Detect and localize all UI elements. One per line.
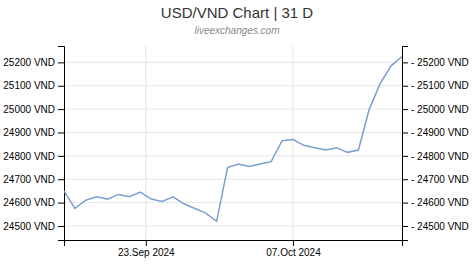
grid-line-y [64, 155, 402, 156]
grid-line-y [64, 179, 402, 180]
y-axis-tick: 24900 VND [3, 127, 64, 138]
x-axis-tick-label: 07.Oct 2024 [266, 247, 321, 258]
y-axis-tick-label: 25000 VND [3, 104, 55, 115]
y2-axis-tick: - 24800 VND [402, 151, 469, 162]
x-axis-tick-label: 23.Sep 2024 [118, 247, 175, 258]
x-axis-tick: 23.Sep 2024 [118, 240, 175, 258]
y2-axis-tick-label: - 24500 VND [411, 221, 469, 232]
x-axis-tick: 07.Oct 2024 [266, 240, 321, 258]
x-axis-tick-line [146, 240, 147, 246]
grid-line-x [145, 46, 146, 240]
y2-axis-tick: - 24600 VND [402, 197, 469, 208]
y2-axis: - 24500 VND - 24600 VND - 24700 VND - 24800… [402, 47, 469, 241]
y2-axis-tick-line [402, 156, 408, 157]
y-axis-tick-line [58, 62, 64, 63]
y2-axis-tick-label: - 25100 VND [411, 80, 469, 91]
grid [64, 46, 402, 240]
y-axis-tick-label: 25200 VND [3, 57, 55, 68]
y-axis-tick-label: 24500 VND [3, 221, 55, 232]
y-axis: 24500 VND 24600 VND 24700 VND 24800 VND 2490… [3, 47, 64, 241]
y-axis-tick-line [58, 156, 64, 157]
y2-axis-tick: - 25100 VND [402, 80, 469, 91]
chart-container: USD/VND Chart | 31 D liveexchanges.com 23.… [0, 0, 474, 266]
subtitle: liveexchanges.com [194, 25, 279, 36]
y-axis-domain [58, 47, 65, 241]
y2-axis-tick-line [402, 226, 408, 227]
y-axis-tick: 24500 VND [3, 221, 64, 232]
y-axis-tick-label: 24600 VND [3, 197, 55, 208]
y2-axis-tick-line [402, 109, 408, 110]
y-axis-tick: 24600 VND [3, 197, 64, 208]
y2-axis-tick-line [402, 86, 408, 87]
y-axis-tick-line [58, 132, 64, 133]
y-axis-tick-label: 24900 VND [3, 127, 55, 138]
y-axis-tick: 25000 VND [3, 104, 64, 115]
chart-svg: USD/VND Chart | 31 D liveexchanges.com 23.… [0, 0, 474, 266]
y-axis-tick-line [58, 109, 64, 110]
grid-line-y [64, 62, 402, 63]
y2-axis-tick-line [402, 203, 408, 204]
grid-line-y [64, 109, 402, 110]
grid-line-y [64, 132, 402, 133]
title: USD/VND Chart | 31 D [161, 4, 313, 21]
y-axis-tick-line [58, 203, 64, 204]
y2-axis-tick-label: - 24900 VND [411, 127, 469, 138]
y2-axis-tick: - 25200 VND [402, 57, 469, 68]
y-axis-tick-line [58, 226, 64, 227]
y2-axis-tick: - 24700 VND [402, 174, 469, 185]
grid-line-y [64, 225, 402, 226]
x-axis-tick-line [293, 240, 294, 246]
marks [64, 57, 402, 222]
y-axis-tick-label: 25100 VND [3, 80, 55, 91]
y-axis-tick-line [58, 179, 64, 180]
x-axis: 23.Sep 2024 07.Oct 2024 [65, 240, 403, 258]
plot: 23.Sep 2024 07.Oct 2024 24500 VND 24600 VND… [3, 46, 469, 258]
y-axis-tick-label: 24700 VND [3, 174, 55, 185]
y2-axis-tick-line [402, 179, 408, 180]
y2-axis-tick-line [402, 62, 408, 63]
y2-axis-tick-label: - 25200 VND [411, 57, 469, 68]
y2-axis-tick: - 24500 VND [402, 221, 469, 232]
grid-line-y [64, 85, 402, 86]
y2-axis-tick-label: - 24800 VND [411, 151, 469, 162]
grid-line-y [64, 202, 402, 203]
grid-line-x [292, 46, 293, 240]
y2-axis-tick-label: - 24600 VND [411, 197, 469, 208]
y2-axis-tick-label: - 25000 VND [411, 104, 469, 115]
y-axis-tick: 24700 VND [3, 174, 64, 185]
y2-axis-tick-line [402, 132, 408, 133]
y2-axis-tick: - 25000 VND [402, 104, 469, 115]
y2-axis-tick: - 24900 VND [402, 127, 469, 138]
y-axis-tick-label: 24800 VND [3, 151, 55, 162]
y2-axis-tick-label: - 24700 VND [411, 174, 469, 185]
y2-axis-domain [403, 47, 409, 241]
y-axis-tick: 24800 VND [3, 151, 64, 162]
y-axis-tick-line [58, 86, 64, 87]
line [64, 57, 402, 222]
x-axis-domain [65, 241, 403, 247]
y-axis-tick: 25100 VND [3, 80, 64, 91]
y-axis-tick: 25200 VND [3, 57, 64, 68]
